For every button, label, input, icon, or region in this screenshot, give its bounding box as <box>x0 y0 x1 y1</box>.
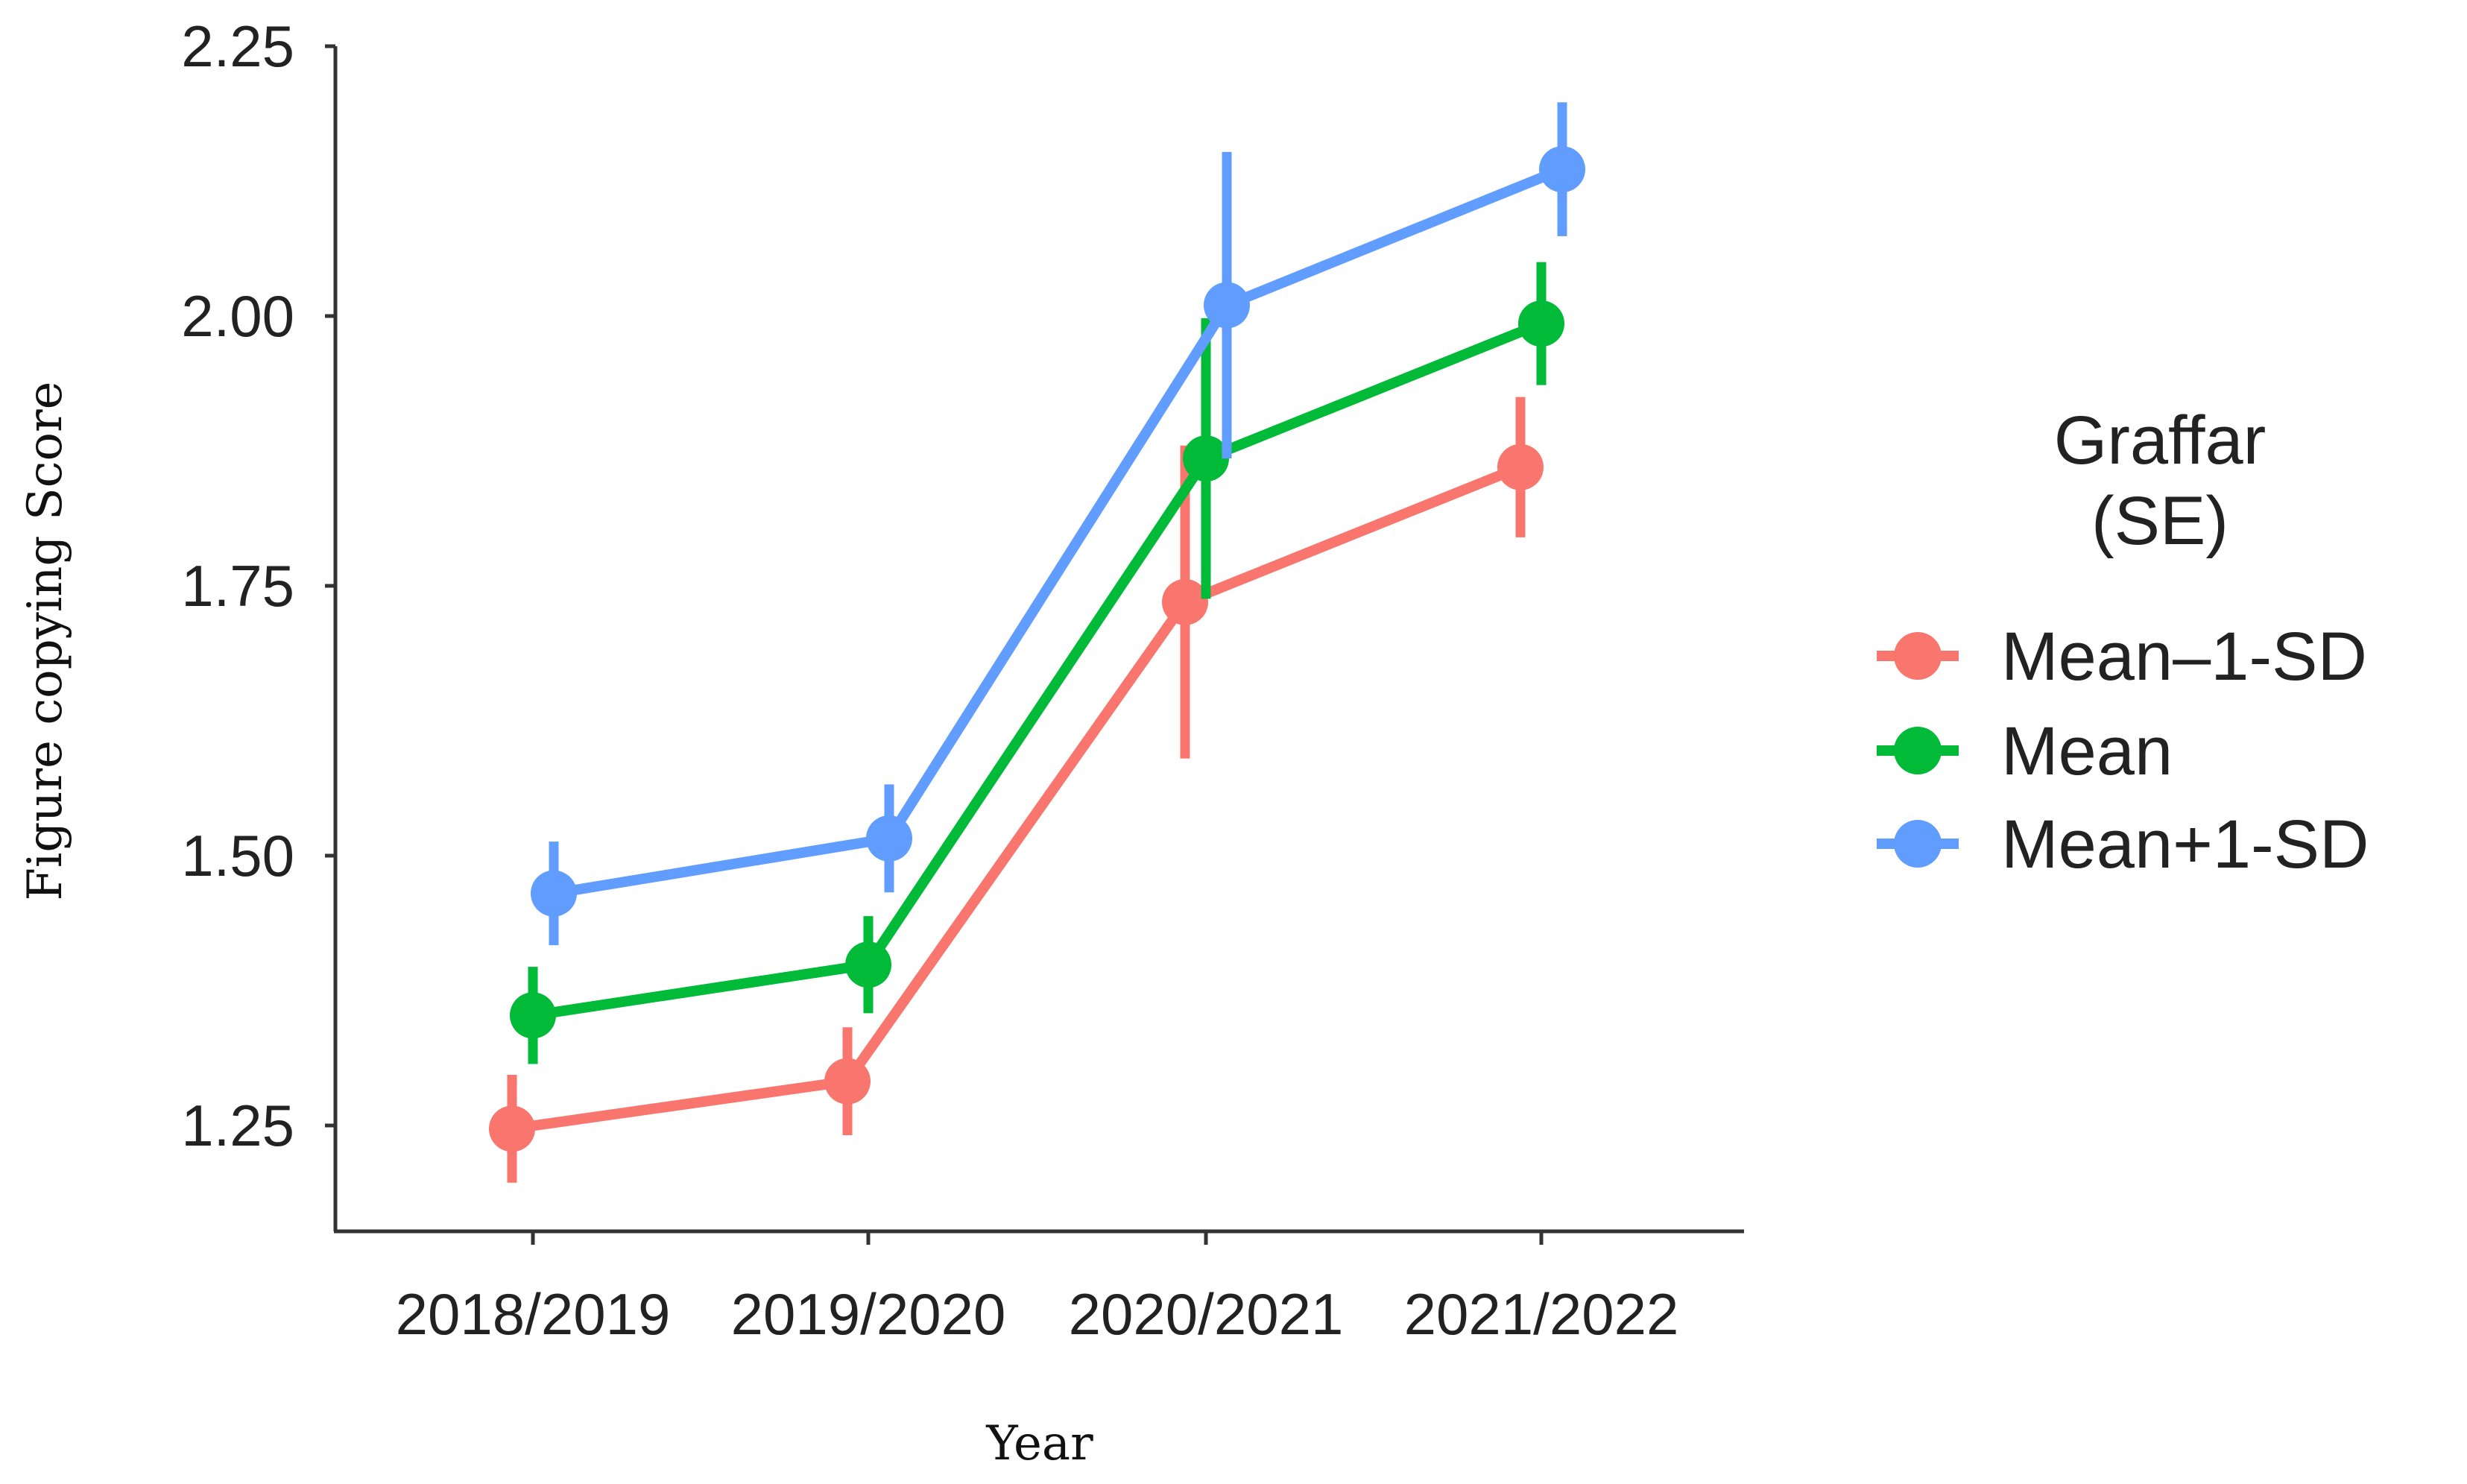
y-axis-title: Figure copying Score <box>18 381 73 900</box>
series-line <box>511 462 1523 1134</box>
data-point <box>510 992 556 1039</box>
y-tick-label: 2.25 <box>181 13 294 79</box>
x-tick-label: 2019/2020 <box>731 1281 1006 1347</box>
series-layer <box>489 102 1585 1183</box>
data-point <box>866 815 912 862</box>
data-point <box>845 941 891 988</box>
y-tick-label: 1.75 <box>181 553 294 619</box>
x-axis-title: Year <box>985 1416 1093 1471</box>
legend-title-line1: Graffar <box>2054 402 2267 479</box>
data-point <box>1518 300 1564 347</box>
data-point <box>824 1058 871 1105</box>
legend-item: Mean <box>1877 713 2173 789</box>
series-line <box>552 164 1564 899</box>
x-ticks: 2018/2019 2019/2020 2020/2021 2021/2022 <box>396 1231 1679 1347</box>
x-tick-label: 2020/2021 <box>1069 1281 1344 1347</box>
data-point <box>1162 578 1208 625</box>
axes <box>333 46 1744 1234</box>
legend-item: Mean+1-SD <box>1877 806 2369 882</box>
legend-label: Mean <box>2001 713 2173 789</box>
legend-swatch-dot <box>1894 632 1942 680</box>
legend-item: Mean–1-SD <box>1877 619 2367 695</box>
y-ticks: 1.25 1.50 1.75 2.00 2.25 <box>181 13 335 1158</box>
legend-swatch-dot <box>1894 820 1942 868</box>
y-tick-label: 1.25 <box>181 1093 294 1158</box>
legend-label: Mean–1-SD <box>2001 619 2367 695</box>
data-point <box>489 1105 535 1152</box>
data-point <box>1204 282 1250 329</box>
data-point <box>1183 435 1229 482</box>
data-point <box>1539 146 1585 193</box>
x-tick-label: 2021/2022 <box>1404 1281 1679 1347</box>
series-group <box>510 262 1564 1064</box>
series-line <box>531 318 1544 1021</box>
x-tick-label: 2018/2019 <box>396 1281 671 1347</box>
y-tick-label: 1.50 <box>181 823 294 888</box>
legend-items: Mean–1-SD Mean Mean+1-SD <box>1877 619 2369 882</box>
data-point <box>1497 443 1544 490</box>
legend-title-line2: (SE) <box>2091 483 2228 559</box>
legend-label: Mean+1-SD <box>2001 806 2369 882</box>
series-group <box>489 397 1544 1183</box>
series-group <box>531 102 1585 946</box>
legend-swatch-dot <box>1894 727 1942 774</box>
legend: Graffar (SE) Mean–1-SD Mean Mean+1-SD <box>1877 402 2369 882</box>
y-tick-label: 2.00 <box>181 283 294 349</box>
data-point <box>531 870 577 917</box>
